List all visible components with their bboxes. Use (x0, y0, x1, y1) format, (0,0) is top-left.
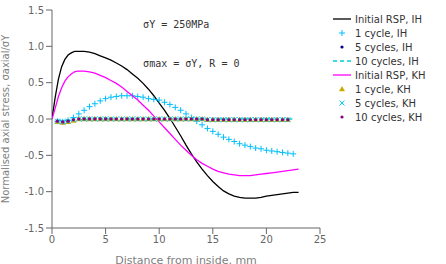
html-text:σY = 250MPa: σY = 250MPa (143, 18, 210, 30)
svg-text:0: 0 (49, 234, 55, 245)
svg-text:0.5: 0.5 (28, 77, 44, 88)
svg-text:Distance from inside, mm: Distance from inside, mm (115, 254, 257, 264)
html-text:1 cycle, KH: 1 cycle, KH (355, 83, 411, 95)
svg-text:25: 25 (314, 234, 327, 245)
html-text:5 cycles, KH: 5 cycles, KH (355, 97, 416, 109)
html-text:10 cycles, KH: 10 cycles, KH (355, 111, 423, 123)
svg-text:5: 5 (102, 234, 108, 245)
svg-text:15: 15 (206, 234, 219, 245)
html-text:1 cycle, IH: 1 cycle, IH (355, 27, 408, 39)
svg-text:10: 10 (153, 234, 166, 245)
html-text:σmax = σY, R = 0: σmax = σY, R = 0 (143, 58, 240, 69)
svg-text:1.5: 1.5 (28, 5, 44, 16)
svg-text:-1.0: -1.0 (24, 186, 44, 197)
html-text:10 cycles, IH: 10 cycles, IH (355, 55, 419, 67)
svg-text:1.0: 1.0 (28, 41, 44, 52)
html-text:Initial RSP, KH: Initial RSP, KH (355, 69, 426, 81)
svg-text:Normalised axial stress, σaxia: Normalised axial stress, σaxial/σY (8, 34, 11, 203)
svg-text:-0.5: -0.5 (24, 150, 44, 161)
svg-text:0.0: 0.0 (28, 114, 44, 125)
html-text:Initial RSP, IH: Initial RSP, IH (355, 13, 422, 25)
html-text:5 cycles, IH: 5 cycles, IH (355, 41, 413, 53)
svg-text:20: 20 (260, 234, 273, 245)
svg-text:-1.5: -1.5 (24, 223, 44, 234)
